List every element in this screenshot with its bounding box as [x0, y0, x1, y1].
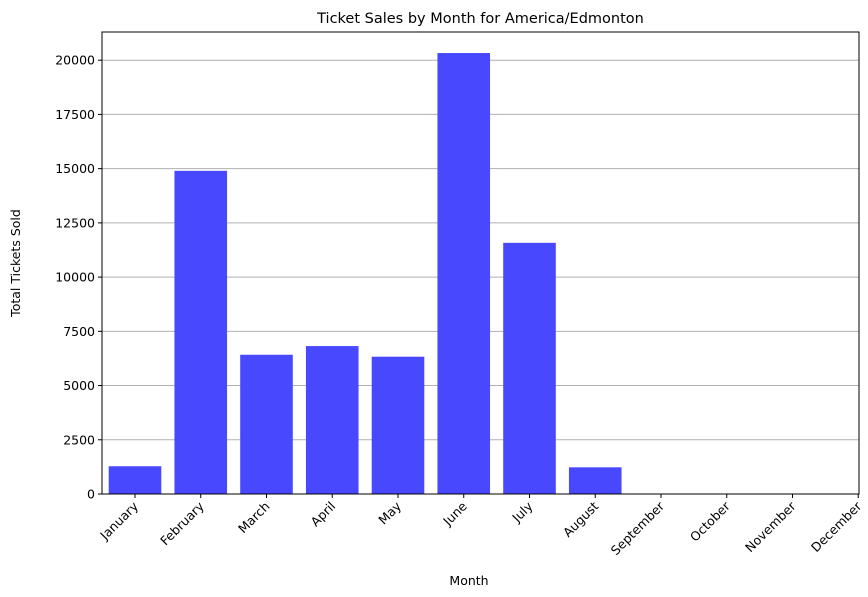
bar-january: [108, 466, 162, 494]
x-tick-label: August: [560, 498, 602, 540]
x-tick-label: October: [687, 498, 734, 545]
bar-april: [305, 346, 359, 494]
bar-june: [437, 53, 491, 495]
y-tick-label: 5000: [63, 378, 95, 393]
x-tick-label: December: [808, 498, 865, 555]
x-tick-label: September: [608, 498, 668, 558]
y-tick-label: 7500: [63, 324, 95, 339]
x-tick-label: February: [157, 498, 207, 548]
plot-frame: [101, 31, 860, 495]
y-tick-label: 0: [87, 487, 95, 502]
y-tick-label: 15000: [55, 161, 95, 176]
x-tick-label: January: [96, 498, 141, 543]
y-tick-label: 2500: [63, 432, 95, 447]
bar-february: [174, 170, 228, 494]
x-axis-ticks: January February March April May June July Augu…: [96, 494, 865, 558]
y-axis-ticks: 0 2500 5000 7500 10000 12500 15000 17500 20000: [55, 53, 102, 502]
bar-july: [503, 242, 556, 494]
bars: [108, 53, 622, 495]
x-tick-label: June: [439, 498, 470, 529]
bar-august: [568, 467, 622, 494]
x-tick-label: May: [375, 498, 404, 527]
x-tick-label: July: [508, 498, 536, 526]
y-tick-label: 20000: [55, 53, 95, 68]
y-tick-label: 10000: [55, 270, 95, 285]
y-axis-label: Total Tickets Sold: [8, 209, 23, 318]
x-tick-label: April: [308, 499, 339, 530]
bar-march: [240, 354, 293, 494]
x-tick-label: November: [742, 498, 799, 555]
chart-title: Ticket Sales by Month for America/Edmont…: [316, 11, 644, 27]
y-tick-label: 12500: [55, 215, 95, 230]
bar-may: [371, 356, 425, 494]
x-tick-label: March: [235, 499, 273, 537]
x-axis-label: Month: [449, 573, 488, 588]
y-tick-label: 17500: [55, 107, 95, 122]
